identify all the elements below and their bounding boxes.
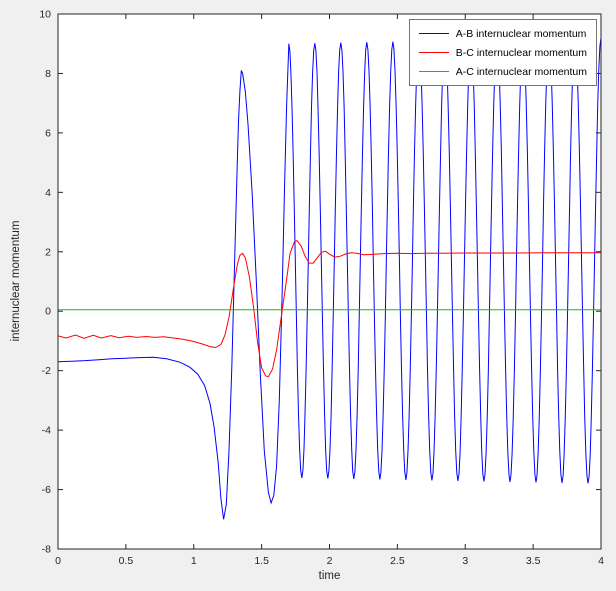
x-tick-label: 0 [55,555,61,567]
y-tick-label: 8 [45,68,51,80]
y-tick-label: -8 [42,544,51,556]
y-tick-label: -4 [42,425,51,437]
x-tick-label: 2.5 [390,555,405,567]
y-tick-label: 4 [45,187,51,199]
legend-line-sample-red [418,51,449,54]
y-tick-label: -6 [42,484,51,496]
x-tick-label: 3.5 [526,555,541,567]
legend: A-B internuclear momentum B-C internucle… [408,19,597,86]
legend-label: A-C internuclear momentum [455,65,587,78]
y-axis-label: internuclear momentum [10,220,22,342]
series-line-1 [58,239,601,378]
x-tick-label: 1.5 [254,555,269,567]
legend-label: B-C internuclear momentum [455,46,587,59]
x-tick-label: 3 [462,555,468,567]
series-line-0 [58,37,601,520]
legend-line-sample-green [418,70,449,73]
x-axis-label: time [318,570,341,582]
legend-line-sample-blue [418,32,449,35]
y-tick-label: 2 [45,246,51,258]
x-tick-label: 0.5 [119,555,134,567]
x-tick-label: 2 [327,555,333,567]
y-tick-label: 6 [45,127,51,139]
y-tick-label: 0 [45,306,51,318]
legend-item: B-C internuclear momentum [418,43,587,62]
legend-item: A-B internuclear momentum [418,24,587,43]
x-tick-label: 4 [598,555,604,567]
legend-item: A-C internuclear momentum [418,62,587,81]
y-tick-label: -2 [42,365,51,377]
x-tick-label: 1 [191,555,197,567]
axes-box [57,13,602,550]
y-tick-label: 10 [39,9,51,21]
legend-label: A-B internuclear momentum [455,27,587,40]
